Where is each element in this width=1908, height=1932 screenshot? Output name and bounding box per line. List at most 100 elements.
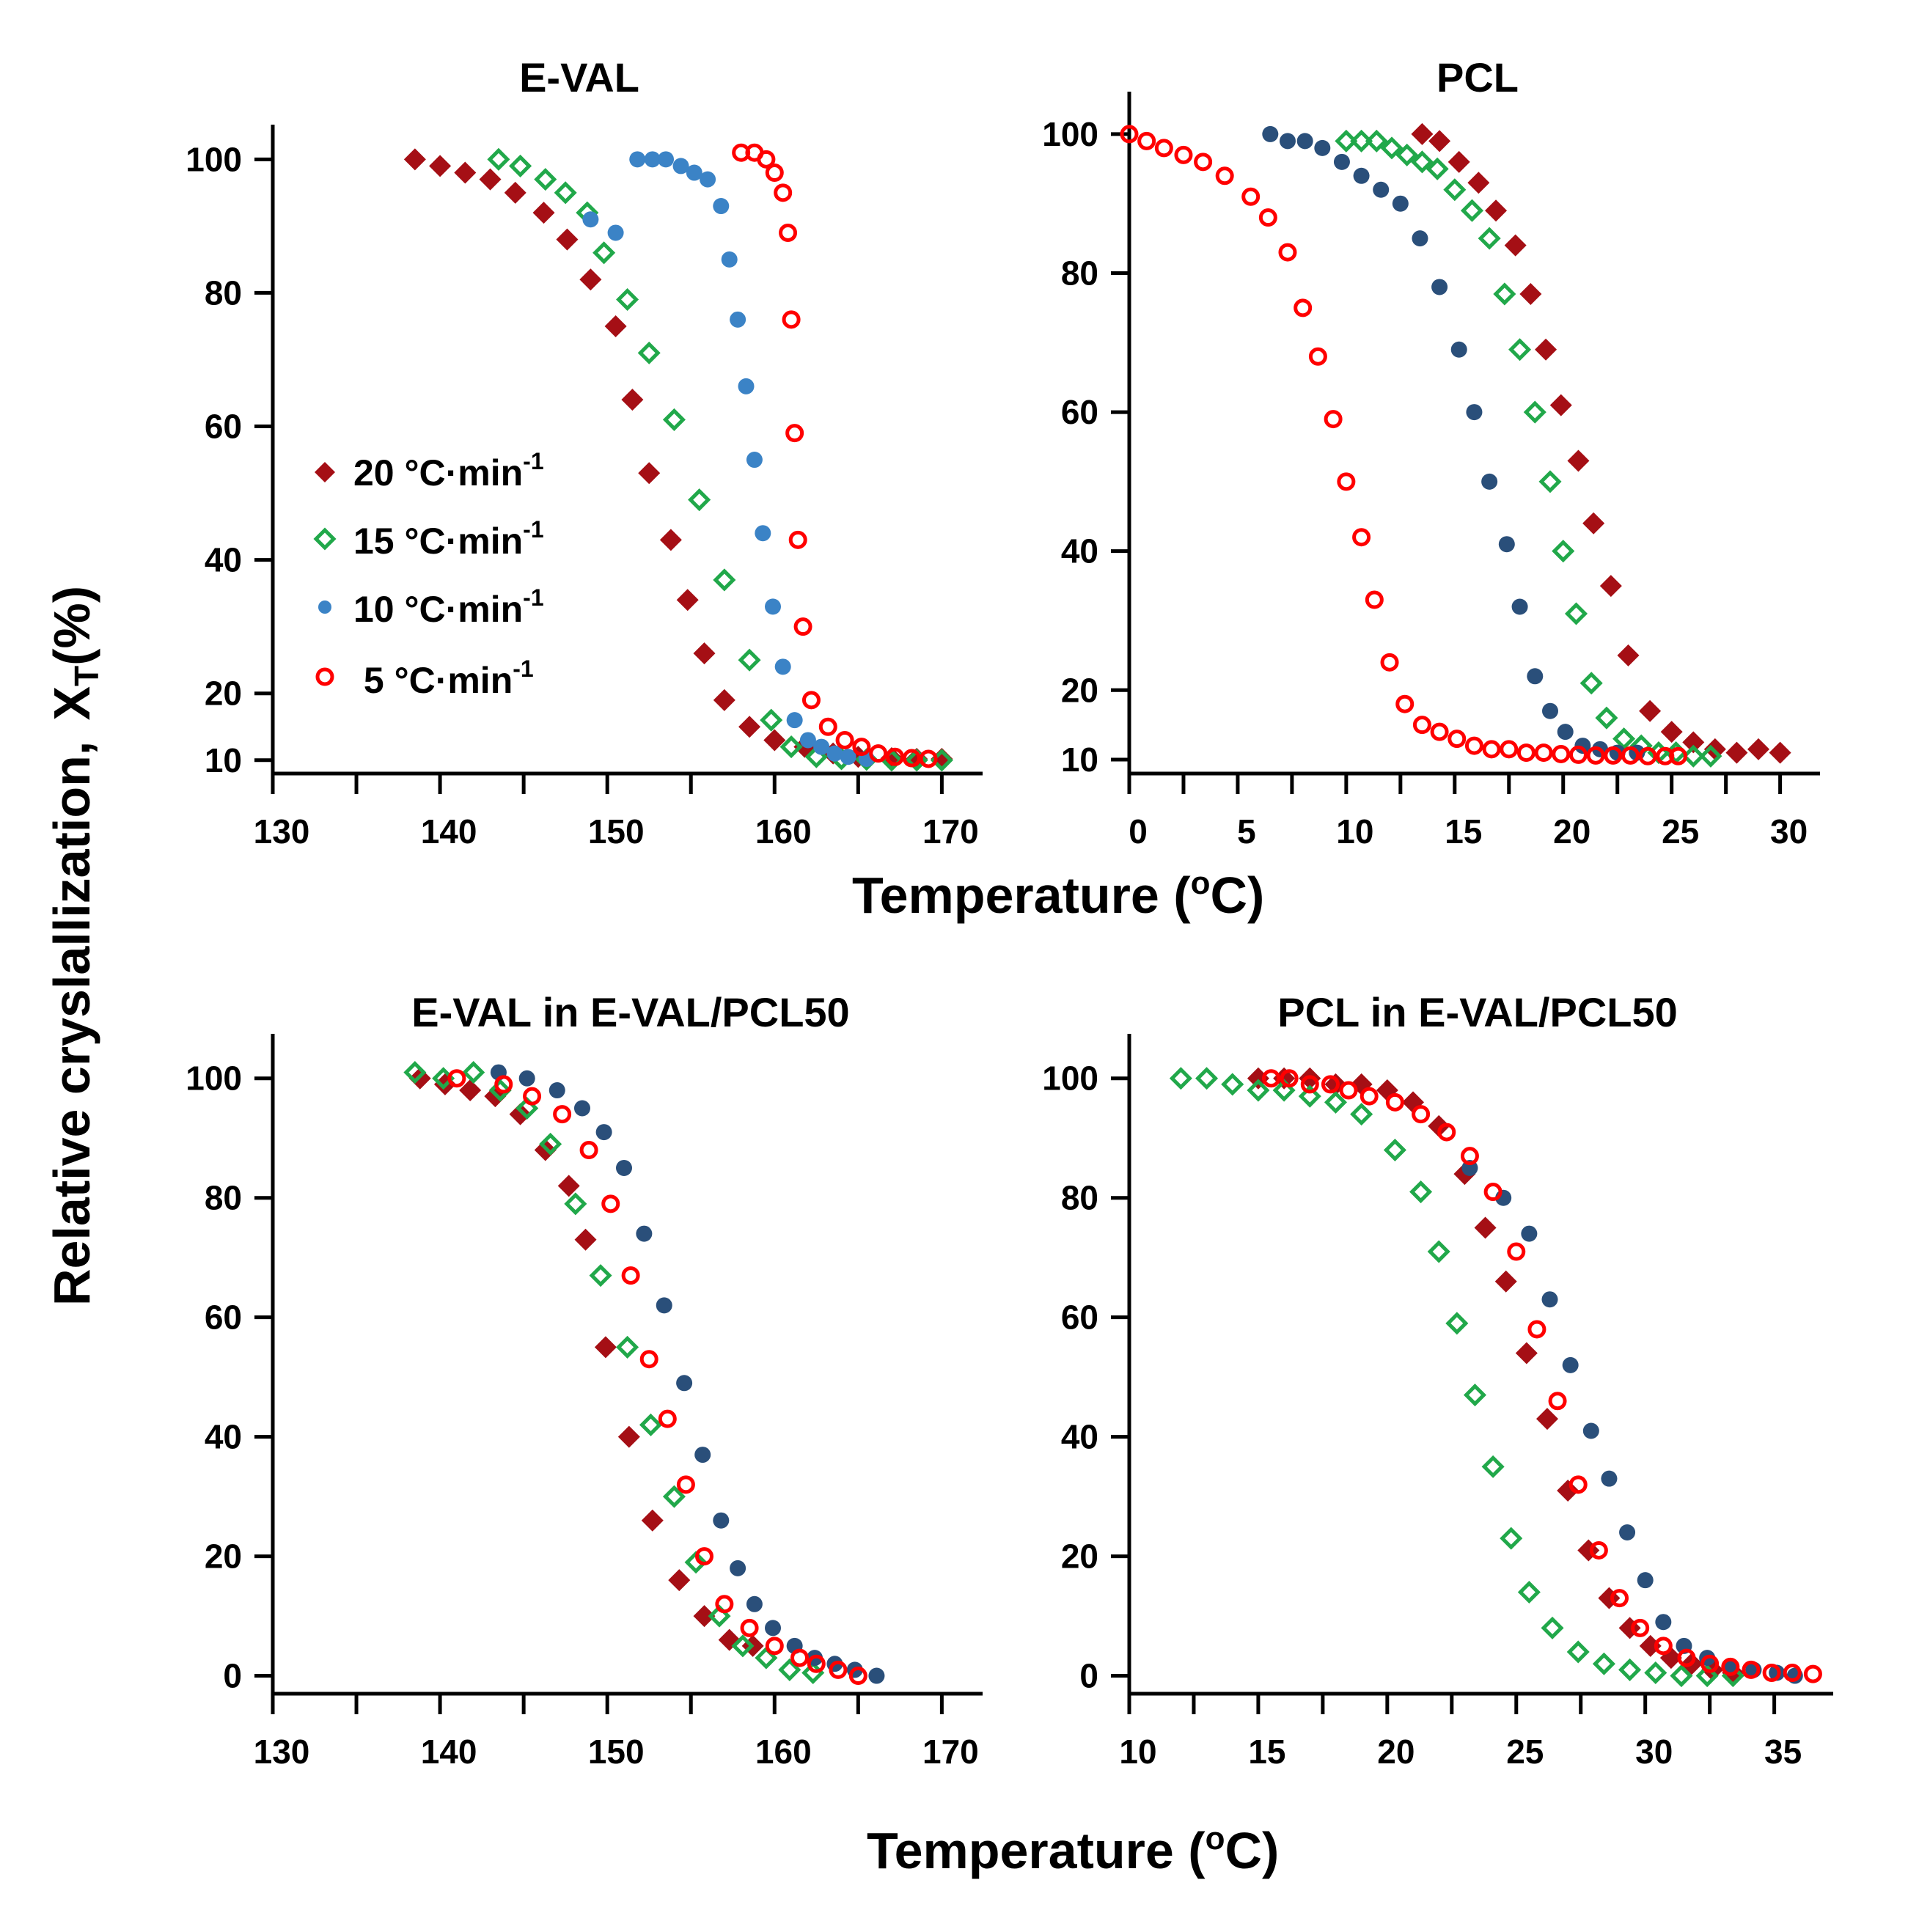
data-point — [1412, 1105, 1431, 1124]
data-point — [778, 1658, 801, 1681]
legend-label-exp: -1 — [523, 584, 543, 611]
data-point — [801, 1661, 825, 1685]
data-point — [574, 1228, 597, 1251]
x-axis-title-bottom: Temperature (oC) — [867, 1821, 1279, 1879]
data-point — [1412, 230, 1428, 247]
data-point — [1360, 1087, 1379, 1106]
data-point — [1803, 1664, 1822, 1683]
data-point — [1154, 139, 1173, 158]
data-point — [919, 749, 938, 768]
data-point — [1350, 1103, 1373, 1126]
data-point — [1474, 1216, 1497, 1239]
data-point — [579, 268, 602, 291]
data-point — [1783, 1663, 1802, 1682]
y-axis-title-unit: (%) — [43, 586, 100, 666]
data-point — [639, 1413, 663, 1436]
legend-label: 15 °C·min-1 — [353, 516, 544, 562]
data-point — [1298, 1084, 1321, 1108]
legend-marker-open-circle — [315, 667, 334, 686]
data-point — [1644, 1661, 1667, 1685]
data-point — [1527, 668, 1544, 685]
data-point — [1566, 1640, 1590, 1664]
y-tick-label: 20 — [205, 1538, 242, 1576]
data-point — [607, 224, 624, 241]
data-point — [1682, 731, 1705, 754]
data-point — [738, 378, 755, 394]
data-point — [1194, 153, 1213, 172]
data-point — [1247, 1067, 1269, 1090]
data-point — [1410, 150, 1434, 174]
x-tick-label: 10 — [1336, 812, 1373, 851]
data-point — [1333, 153, 1350, 170]
data-point — [454, 161, 477, 184]
data-point — [774, 658, 791, 675]
data-point — [1541, 1616, 1564, 1639]
data-point — [700, 171, 716, 188]
data-point — [1460, 199, 1484, 222]
data-point — [1515, 1342, 1538, 1364]
data-point — [1120, 125, 1139, 144]
data-point — [1742, 1660, 1761, 1679]
panel-3: E-VAL in E-VAL/PCL50 0 20 40 60 80 100 130 140 15… — [186, 989, 983, 1771]
data-point — [713, 1512, 730, 1529]
data-point — [604, 315, 627, 337]
x-tick-label: 25 — [1662, 812, 1699, 851]
data-point — [807, 1654, 826, 1673]
data-point — [1521, 1225, 1538, 1242]
data-point — [1517, 1580, 1541, 1604]
legend-label-text: 20 °C·min — [353, 452, 523, 493]
data-point — [1324, 410, 1343, 429]
data-point — [1507, 1242, 1526, 1261]
data-point — [639, 1350, 658, 1369]
data-point — [1654, 1637, 1673, 1656]
data-point — [1430, 722, 1449, 741]
data-point — [1562, 1356, 1579, 1373]
data-point — [676, 589, 699, 611]
y-tick-label: 0 — [223, 1657, 242, 1695]
data-point — [523, 1087, 542, 1106]
x-tick-label: 15 — [1445, 812, 1482, 851]
data-point — [462, 1061, 485, 1084]
data-point — [595, 1124, 612, 1141]
series-dot — [1461, 1159, 1803, 1684]
x-tick-label: 170 — [922, 812, 979, 851]
y-tick-label: 80 — [1061, 1179, 1098, 1217]
data-point — [1428, 130, 1451, 153]
data-point — [662, 1485, 686, 1508]
data-point — [1500, 740, 1519, 759]
data-point — [715, 1595, 734, 1614]
data-point — [1350, 129, 1373, 153]
y-tick-label: 10 — [205, 741, 242, 779]
data-point — [790, 1648, 809, 1667]
data-point — [782, 310, 801, 329]
y-tick-label: 100 — [1042, 1059, 1098, 1098]
x-tick-label: 160 — [755, 812, 812, 851]
series-dot — [582, 151, 875, 767]
data-point — [1552, 540, 1575, 563]
data-point — [1174, 145, 1193, 164]
data-point — [886, 747, 905, 766]
data-point — [1296, 133, 1313, 150]
y-tick-label: 10 — [1061, 741, 1098, 779]
data-point — [1262, 1069, 1281, 1088]
y-axis-title-sub: T — [67, 666, 106, 686]
data-point — [1549, 394, 1572, 416]
data-point — [636, 1225, 653, 1242]
data-point — [509, 154, 532, 177]
data-point — [616, 1335, 639, 1359]
data-point — [672, 158, 689, 175]
data-point — [1385, 1092, 1404, 1112]
data-point — [658, 1409, 677, 1428]
panel-title: E-VAL in E-VAL/PCL50 — [411, 989, 849, 1035]
data-point — [638, 462, 661, 485]
data-point — [1579, 672, 1603, 695]
data-point — [1443, 178, 1467, 202]
data-point — [564, 1192, 587, 1216]
data-point — [1169, 1067, 1192, 1090]
data-point — [403, 148, 426, 171]
data-point — [594, 1336, 617, 1359]
data-point — [616, 287, 639, 312]
series-circle-open — [1262, 1069, 1822, 1683]
data-point — [818, 717, 837, 736]
